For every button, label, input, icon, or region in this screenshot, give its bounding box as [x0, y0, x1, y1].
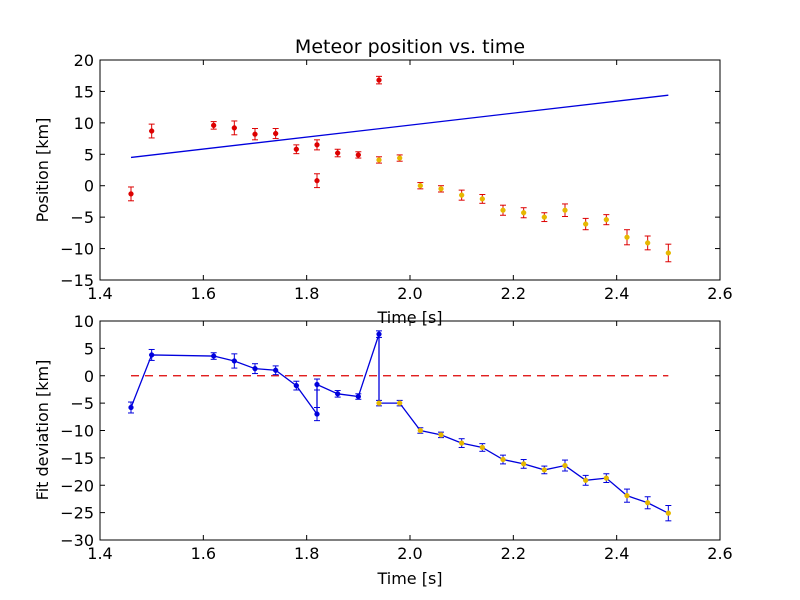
deviation-data-point: [665, 510, 671, 516]
deviation-data-point: [521, 461, 527, 467]
chart-title: Meteor position vs. time: [295, 36, 525, 58]
position-data-point: [293, 146, 299, 152]
deviation-data-point: [562, 462, 568, 469]
deviation-data-point: [314, 381, 320, 388]
deviation-data-point: [128, 404, 134, 411]
position-data-point: [376, 77, 382, 83]
deviation-data-point: [603, 475, 609, 481]
deviation-y-tick-label: −10: [60, 422, 94, 441]
position-data-point: [583, 221, 589, 227]
position-y-tick-label: −15: [60, 271, 94, 290]
position-x-axis-label: Time [s]: [376, 308, 442, 327]
deviation-x-tick-label: 2.2: [501, 544, 526, 563]
position-y-tick-label: 5: [84, 145, 94, 164]
position-data-point: [211, 122, 217, 129]
position-subplot: Meteor position vs. time Time [s] Positi…: [33, 36, 733, 327]
position-x-tick-label: 1.8: [294, 284, 319, 303]
deviation-data-point: [273, 367, 279, 373]
deviation-data-point: [335, 391, 341, 397]
deviation-y-axis-label: Fit deviation [km]: [33, 360, 52, 501]
position-data-point: [273, 130, 279, 137]
deviation-x-tick-label: 1.8: [294, 544, 319, 563]
deviation-y-tick-label: −30: [60, 531, 94, 550]
deviation-data-point: [624, 493, 630, 499]
position-data-point: [335, 150, 341, 156]
position-data-point: [603, 217, 609, 223]
position-data-point: [624, 234, 630, 240]
deviation-data-point: [211, 353, 217, 359]
deviation-data-point: [376, 331, 382, 337]
position-data-point: [500, 207, 506, 213]
position-data-point: [314, 178, 320, 184]
position-x-tick-label: 2.0: [397, 284, 422, 303]
position-data-point: [376, 157, 382, 163]
position-data-point: [541, 214, 547, 220]
deviation-subplot: Time [s] Fit deviation [km] 1.4 1.6 1.8 2.0…: [33, 312, 733, 588]
deviation-x-tick-label: 2.4: [604, 544, 629, 563]
deviation-y-tick-label: 0: [84, 367, 94, 386]
position-data-point: [562, 207, 568, 213]
position-data-point: [231, 125, 237, 131]
position-data-point: [645, 240, 651, 246]
position-data-point: [252, 131, 258, 137]
position-y-tick-label: 20: [74, 51, 94, 70]
deviation-data-point: [417, 427, 423, 434]
deviation-data-point: [500, 456, 506, 463]
deviation-y-tick-label: 5: [84, 339, 94, 358]
position-x-tick-label: 1.4: [87, 284, 112, 303]
position-data-point: [459, 192, 465, 198]
fit-line: [130, 94, 669, 159]
position-y-axis-label: Position [km]: [33, 118, 52, 223]
deviation-x-axis-label: Time [s]: [376, 569, 442, 588]
deviation-data-point: [645, 500, 651, 506]
deviation-data-point: [479, 444, 485, 451]
deviation-data-point: [376, 400, 382, 406]
position-data-point: [417, 183, 423, 189]
deviation-x-tick-label: 2.0: [397, 544, 422, 563]
position-data-point: [128, 191, 134, 197]
deviation-y-tick-label: 10: [74, 312, 94, 331]
deviation-y-tick-label: −5: [70, 394, 94, 413]
deviation-data-point: [252, 365, 258, 372]
position-x-tick-label: 2.4: [604, 284, 629, 303]
position-x-tick-label: 2.6: [707, 284, 732, 303]
deviation-data-point: [397, 400, 403, 406]
position-x-tick-label: 1.6: [191, 284, 216, 303]
position-y-tick-label: −5: [70, 208, 94, 227]
deviation-data-point: [583, 477, 589, 483]
deviation-data-point: [293, 382, 299, 389]
deviation-x-tick-label: 1.6: [191, 544, 216, 563]
deviation-y-tick-label: −15: [60, 449, 94, 468]
position-data-point: [149, 128, 155, 134]
position-y-tick-label: 15: [74, 82, 94, 101]
deviation-data-point: [314, 411, 320, 417]
position-data-point: [521, 210, 527, 216]
deviation-data-point: [231, 358, 237, 364]
deviation-data-point: [355, 393, 361, 400]
position-data-point: [665, 250, 671, 256]
deviation-data-point: [149, 352, 155, 358]
position-y-tick-label: −10: [60, 240, 94, 259]
position-x-tick-label: 2.2: [501, 284, 526, 303]
position-y-tick-label: 0: [84, 177, 94, 196]
deviation-data-point: [541, 467, 547, 473]
deviation-y-tick-label: −25: [60, 504, 94, 523]
position-data-point: [397, 155, 403, 161]
deviation-x-tick-label: 1.4: [87, 544, 112, 563]
deviation-x-tick-label: 2.6: [707, 544, 732, 563]
position-data-point: [314, 142, 320, 148]
position-y-tick-label: 10: [74, 114, 94, 133]
deviation-data-point: [459, 440, 465, 446]
deviation-data-point: [438, 432, 444, 438]
position-data-point: [438, 186, 444, 192]
position-data-point: [479, 196, 485, 202]
position-data-point: [355, 152, 361, 158]
deviation-y-tick-label: −20: [60, 476, 94, 495]
